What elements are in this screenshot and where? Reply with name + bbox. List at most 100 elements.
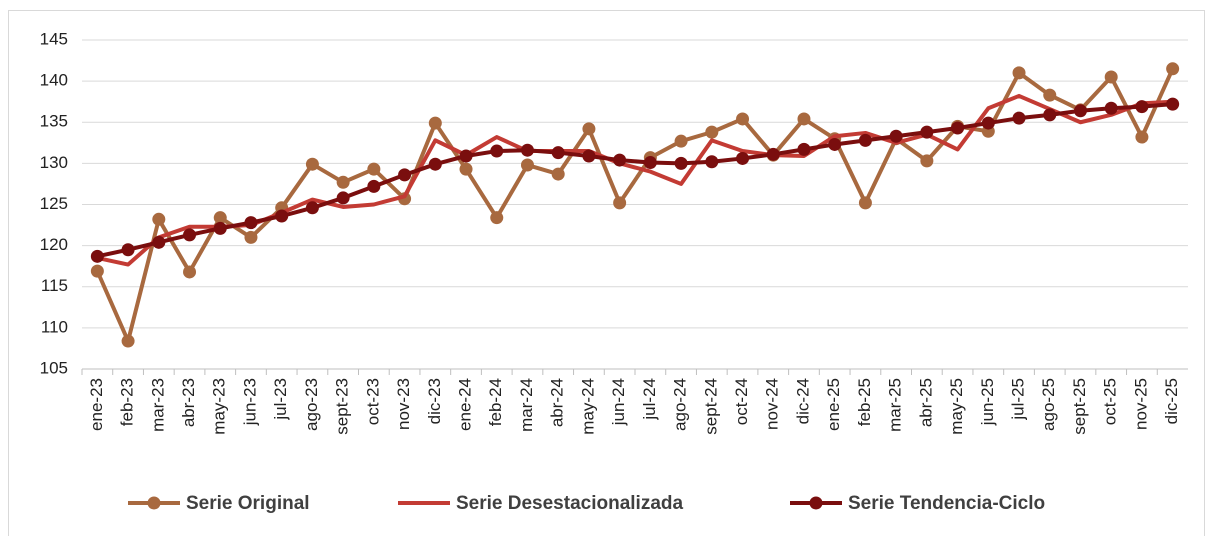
- x-tick-label: ago-25: [1039, 378, 1058, 431]
- y-tick-label: 135: [40, 112, 68, 131]
- x-tick-label: ene-24: [456, 378, 475, 431]
- series-marker: [981, 116, 995, 130]
- x-tick-label: ago-24: [671, 378, 690, 431]
- x-tick-label: nov-23: [394, 378, 413, 430]
- series-marker: [920, 154, 934, 168]
- x-tick-label: may-25: [947, 378, 966, 435]
- series-marker: [244, 216, 258, 230]
- x-tick-label: dic-24: [793, 378, 812, 424]
- series-marker: [613, 153, 627, 167]
- series-marker: [1135, 130, 1149, 144]
- series-marker: [244, 230, 258, 244]
- series-marker: [705, 125, 719, 139]
- series-marker: [1166, 62, 1180, 76]
- x-tick-label: abr-24: [548, 378, 567, 427]
- legend-label: Serie Original: [186, 493, 310, 514]
- y-tick-label: 110: [41, 317, 68, 336]
- legend-marker: [147, 496, 161, 510]
- y-tick-label: 145: [40, 29, 68, 48]
- series-marker: [674, 134, 688, 148]
- legend-label: Serie Desestacionalizada: [456, 493, 683, 514]
- y-tick-label: 120: [40, 235, 68, 254]
- series-marker: [459, 149, 473, 163]
- series-marker: [1043, 108, 1057, 122]
- series-marker: [121, 334, 135, 348]
- series-marker: [1043, 88, 1057, 102]
- series-marker: [121, 243, 135, 257]
- series-marker: [90, 249, 104, 263]
- series-marker: [858, 196, 872, 210]
- series-marker: [1073, 104, 1087, 118]
- x-tick-label: dic-25: [1162, 378, 1181, 424]
- series-marker: [705, 155, 719, 169]
- series-marker: [367, 179, 381, 193]
- x-tick-label: mar-24: [517, 378, 536, 432]
- x-tick-label: may-23: [210, 378, 229, 435]
- series-marker: [213, 211, 227, 225]
- y-tick-label: 140: [40, 71, 68, 90]
- x-tick-label: sept-24: [701, 378, 720, 435]
- series-marker: [828, 137, 842, 151]
- series-marker: [183, 265, 197, 279]
- series-marker: [152, 212, 166, 226]
- series-marker: [1135, 100, 1149, 114]
- series-marker: [797, 142, 811, 156]
- x-tick-label: mar-23: [148, 378, 167, 432]
- x-tick-label: nov-25: [1131, 378, 1150, 430]
- series-marker: [305, 201, 319, 215]
- x-tick-label: jul-24: [640, 378, 659, 421]
- x-tick-label: may-24: [578, 378, 597, 435]
- x-tick-label: jul-23: [271, 378, 290, 421]
- series-marker: [1012, 111, 1026, 125]
- series-marker: [1104, 70, 1118, 84]
- x-tick-label: sept-25: [1070, 378, 1089, 435]
- series-marker: [582, 149, 596, 163]
- x-tick-label: feb-25: [855, 378, 874, 426]
- x-tick-label: oct-25: [1101, 378, 1120, 425]
- series-marker: [305, 157, 319, 171]
- y-tick-label: 105: [40, 358, 68, 377]
- series-marker: [183, 228, 197, 242]
- series-marker: [367, 162, 381, 176]
- series-marker: [889, 129, 903, 143]
- series-marker: [275, 209, 289, 223]
- y-tick-label: 130: [40, 153, 68, 172]
- legend-marker: [809, 496, 823, 510]
- x-tick-label: jun-24: [609, 378, 628, 426]
- x-tick-label: mar-25: [886, 378, 905, 432]
- x-tick-label: oct-23: [363, 378, 382, 425]
- x-tick-label: oct-24: [732, 378, 751, 425]
- series-marker: [736, 112, 750, 126]
- series-marker: [490, 144, 504, 158]
- series-marker: [920, 125, 934, 139]
- series-marker: [551, 167, 565, 181]
- x-tick-label: jun-25: [978, 378, 997, 426]
- series-marker: [551, 146, 565, 160]
- series-marker: [643, 156, 657, 170]
- series-marker: [613, 196, 627, 210]
- series-marker: [1104, 101, 1118, 115]
- series-marker: [428, 157, 442, 171]
- series-marker: [674, 156, 688, 170]
- series-marker: [459, 162, 473, 176]
- x-tick-label: ene-25: [824, 378, 843, 431]
- series-marker: [951, 121, 965, 135]
- x-tick-label: feb-24: [486, 378, 505, 426]
- series-marker: [90, 264, 104, 278]
- chart-border: [8, 10, 1205, 536]
- series-marker: [336, 175, 350, 189]
- series-marker: [398, 168, 412, 182]
- x-tick-label: jul-25: [1009, 378, 1028, 421]
- x-tick-label: jun-23: [240, 378, 259, 426]
- series-marker: [336, 191, 350, 205]
- series-marker: [520, 158, 534, 172]
- series-marker: [766, 147, 780, 161]
- series-marker: [858, 133, 872, 147]
- x-tick-label: ago-23: [302, 378, 321, 431]
- legend-label: Serie Tendencia-Ciclo: [848, 493, 1045, 514]
- series-marker: [152, 235, 166, 249]
- series-marker: [582, 122, 596, 136]
- x-tick-label: feb-23: [118, 378, 137, 426]
- series-marker: [213, 221, 227, 235]
